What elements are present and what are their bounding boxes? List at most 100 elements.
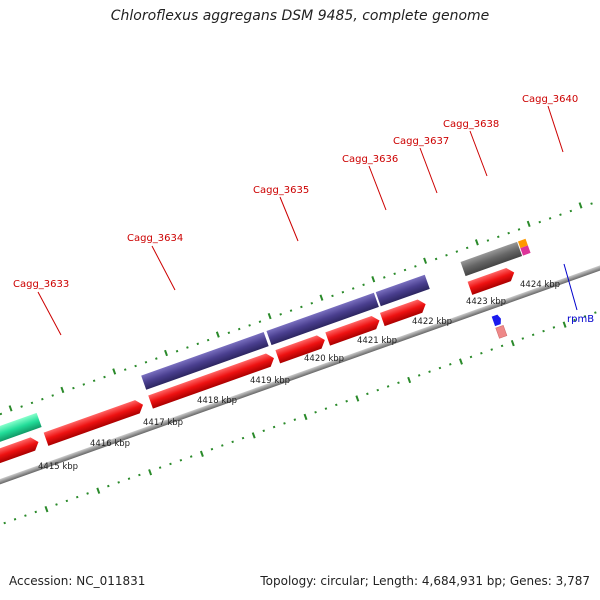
cds-cagg-3638[interactable] bbox=[379, 297, 428, 327]
minor-tick bbox=[397, 381, 400, 385]
minor-tick bbox=[227, 331, 231, 335]
minor-tick bbox=[138, 473, 141, 477]
major-tick bbox=[8, 405, 13, 412]
minor-tick bbox=[403, 268, 407, 272]
minor-tick bbox=[279, 313, 282, 316]
minor-tick bbox=[552, 326, 556, 329]
cds-cagg-3640[interactable] bbox=[467, 266, 517, 295]
minor-tick bbox=[414, 265, 417, 268]
cds-cagg-3634[interactable] bbox=[43, 398, 146, 446]
minor-tick bbox=[531, 333, 535, 337]
gene-cagg-3638-outer[interactable] bbox=[375, 274, 430, 307]
minor-tick bbox=[134, 364, 137, 368]
kbp-label-4415: 4415 kbp bbox=[38, 462, 78, 472]
cds-cagg-3637[interactable] bbox=[325, 314, 382, 346]
gene-leader-lines bbox=[37, 105, 564, 336]
minor-tick bbox=[65, 499, 69, 503]
kbp-label-4417: 4417 kbp bbox=[143, 418, 183, 428]
minor-tick bbox=[507, 231, 510, 235]
minor-tick bbox=[175, 349, 179, 353]
minor-tick bbox=[20, 405, 23, 408]
minor-tick bbox=[248, 324, 251, 327]
kbp-label-4422: 4422 kbp bbox=[412, 317, 452, 327]
major-tick bbox=[459, 358, 463, 365]
label-cagg-3634: Cagg_3634 bbox=[127, 233, 183, 244]
minor-tick bbox=[583, 315, 587, 318]
minor-tick bbox=[393, 272, 396, 275]
kbp-label-4416: 4416 kbp bbox=[90, 439, 130, 449]
minor-tick bbox=[573, 318, 576, 322]
major-tick bbox=[44, 506, 49, 513]
major-tick bbox=[199, 450, 204, 457]
major-tick bbox=[319, 294, 324, 301]
minor-tick bbox=[127, 477, 131, 480]
minor-tick bbox=[92, 379, 96, 383]
leader-cagg-3634 bbox=[151, 245, 176, 291]
minor-tick bbox=[221, 444, 224, 447]
gene-cagg-3635-outer[interactable] bbox=[141, 332, 269, 390]
minor-tick bbox=[24, 514, 27, 517]
minor-tick bbox=[445, 253, 448, 257]
major-tick bbox=[578, 202, 583, 209]
major-tick bbox=[303, 413, 308, 421]
minor-tick bbox=[383, 276, 386, 279]
minor-tick bbox=[521, 337, 525, 340]
minor-tick bbox=[86, 492, 89, 495]
minor-tick bbox=[283, 422, 286, 425]
minor-tick bbox=[72, 386, 75, 390]
minor-tick bbox=[0, 412, 3, 416]
minor-tick bbox=[314, 411, 317, 414]
minor-tick bbox=[449, 363, 452, 366]
rpmB-rna-arrow[interactable] bbox=[491, 314, 503, 327]
minor-tick bbox=[497, 235, 500, 239]
leader-cagg-3633 bbox=[37, 291, 62, 336]
major-tick bbox=[164, 349, 168, 357]
minor-tick bbox=[237, 327, 241, 331]
kbp-label-4423: 4423 kbp bbox=[466, 297, 506, 307]
leader-cagg-3638 bbox=[469, 130, 488, 177]
major-tick bbox=[510, 339, 515, 347]
major-tick bbox=[526, 220, 531, 228]
minor-tick bbox=[3, 521, 6, 525]
minor-tick bbox=[362, 283, 365, 287]
minor-tick bbox=[75, 495, 79, 499]
minor-tick bbox=[169, 462, 172, 466]
accession-text: Accession: NC_011831 bbox=[9, 574, 146, 588]
minor-tick bbox=[51, 394, 54, 397]
minor-tick bbox=[155, 357, 158, 360]
minor-tick bbox=[41, 397, 44, 401]
minor-tick bbox=[331, 294, 334, 298]
leader-cagg-3636 bbox=[368, 165, 387, 211]
gene-cagg-3633-outer[interactable] bbox=[0, 412, 42, 468]
minor-tick bbox=[179, 458, 183, 462]
major-tick bbox=[251, 432, 256, 439]
minor-tick bbox=[376, 388, 380, 392]
map-title: Chloroflexus aggregans DSM 9485, complet… bbox=[110, 8, 490, 24]
major-tick bbox=[60, 386, 65, 394]
minor-tick bbox=[293, 418, 297, 421]
minor-tick bbox=[107, 484, 110, 488]
minor-tick bbox=[55, 503, 58, 506]
gene-pink-outer[interactable] bbox=[520, 245, 531, 256]
major-tick bbox=[215, 331, 220, 338]
minor-tick bbox=[34, 510, 38, 514]
kbp-label-4418: 4418 kbp bbox=[197, 396, 237, 406]
major-tick bbox=[407, 376, 412, 384]
cds-cagg-3633[interactable] bbox=[0, 435, 41, 482]
minor-tick bbox=[144, 361, 148, 364]
minor-tick bbox=[272, 425, 276, 429]
rpmB-cds[interactable] bbox=[495, 324, 508, 339]
minor-tick bbox=[30, 401, 34, 405]
gene-orange-outer[interactable] bbox=[518, 238, 528, 249]
minor-tick bbox=[231, 440, 234, 444]
gene-cagg-3640-outer[interactable] bbox=[460, 241, 523, 277]
cds-cagg-3635[interactable] bbox=[148, 352, 276, 409]
kbp-label-4420: 4420 kbp bbox=[304, 354, 344, 364]
major-tick bbox=[423, 257, 428, 264]
leader-cagg-3635 bbox=[279, 196, 299, 242]
gene-cagg-3636-3637-outer[interactable] bbox=[266, 292, 379, 346]
minor-tick bbox=[455, 250, 459, 253]
minor-tick bbox=[486, 239, 490, 242]
cds-cagg-3636[interactable] bbox=[275, 333, 327, 364]
